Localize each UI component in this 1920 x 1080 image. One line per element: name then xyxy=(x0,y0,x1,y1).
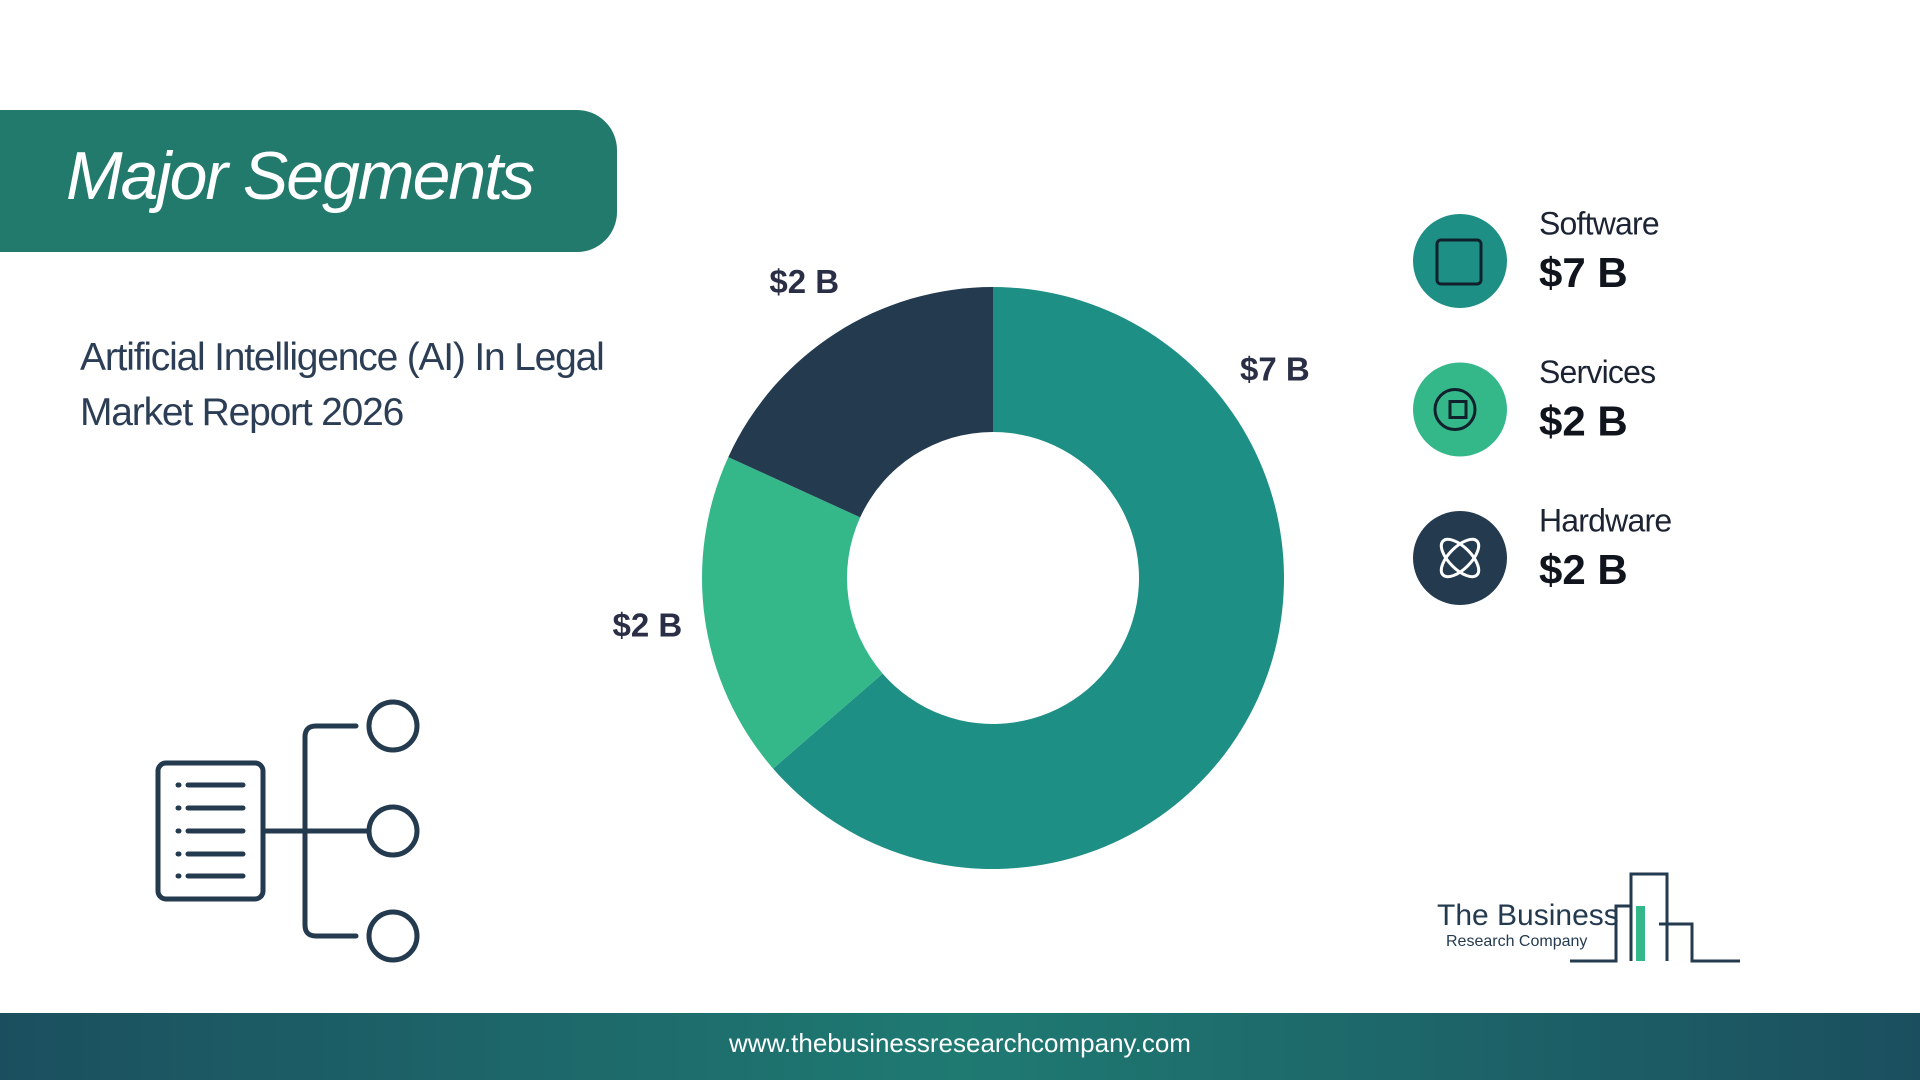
donut-segment xyxy=(773,287,1285,869)
glyph-part xyxy=(1448,400,1468,419)
legend-value: $2 B xyxy=(1539,398,1628,445)
logo-name: The Business xyxy=(1437,899,1619,932)
legend-glyph xyxy=(1435,238,1483,286)
donut-segment xyxy=(702,457,883,769)
list-icon xyxy=(155,699,420,963)
legend-value: $2 B xyxy=(1539,546,1628,593)
chart-title: Major Segments xyxy=(66,138,534,214)
glyph-part xyxy=(1439,537,1481,579)
legend-value: $7 B xyxy=(1539,249,1628,296)
data-label: $2 B xyxy=(769,263,839,300)
legend-name: Software xyxy=(1539,205,1659,241)
logo-subname: Research Company xyxy=(1446,933,1587,950)
legend-name: Hardware xyxy=(1539,502,1671,538)
donut-segment xyxy=(728,287,993,518)
glyph-part xyxy=(1435,238,1483,286)
legend-icon xyxy=(1413,214,1507,308)
glyph-part xyxy=(1433,388,1477,431)
logo: The Business Research Company xyxy=(1437,872,1740,963)
subtitle: Artificial Intelligence (AI) In Legal Ma… xyxy=(80,336,605,434)
glyph-part xyxy=(1439,537,1481,579)
data-label: $2 B xyxy=(612,606,682,643)
legend-glyph xyxy=(1433,388,1477,431)
legend-icon xyxy=(1413,511,1507,605)
legend-icon xyxy=(1413,362,1507,457)
data-label: $7 B xyxy=(1240,351,1310,388)
footer-url: www.thebusinessresearchcompany.com xyxy=(728,1028,1191,1058)
legend-glyph xyxy=(1439,537,1481,579)
footer-bar xyxy=(0,1013,1920,1080)
legend-name: Services xyxy=(1539,354,1655,390)
title-banner xyxy=(0,110,617,252)
